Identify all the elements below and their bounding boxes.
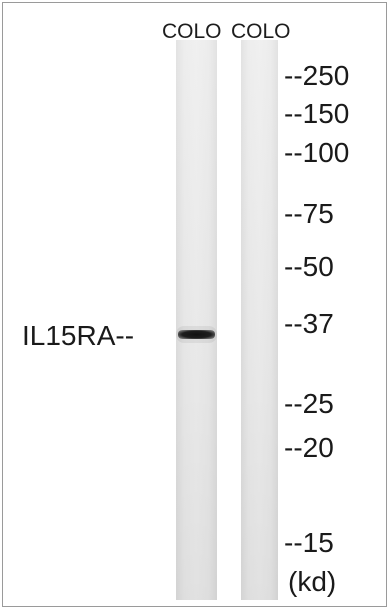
marker-20: --20: [284, 432, 334, 463]
marker-50: --50: [284, 251, 334, 282]
marker-25: --25: [284, 388, 334, 419]
lane-1: [176, 40, 217, 600]
lane-2-header: COLO: [231, 20, 291, 43]
protein-label: IL15RA--: [22, 320, 135, 351]
marker-75: --75: [284, 198, 334, 229]
marker-15: --15: [284, 527, 334, 558]
lane-2: [241, 40, 278, 600]
unit-label: (kd): [288, 566, 337, 597]
marker-250: --250: [284, 60, 350, 91]
marker-37: --37: [284, 308, 334, 339]
marker-150: --150: [284, 98, 350, 129]
lane-1-header: COLO: [162, 20, 222, 43]
marker-100: --100: [284, 137, 350, 168]
il15ra-band: [178, 330, 215, 339]
